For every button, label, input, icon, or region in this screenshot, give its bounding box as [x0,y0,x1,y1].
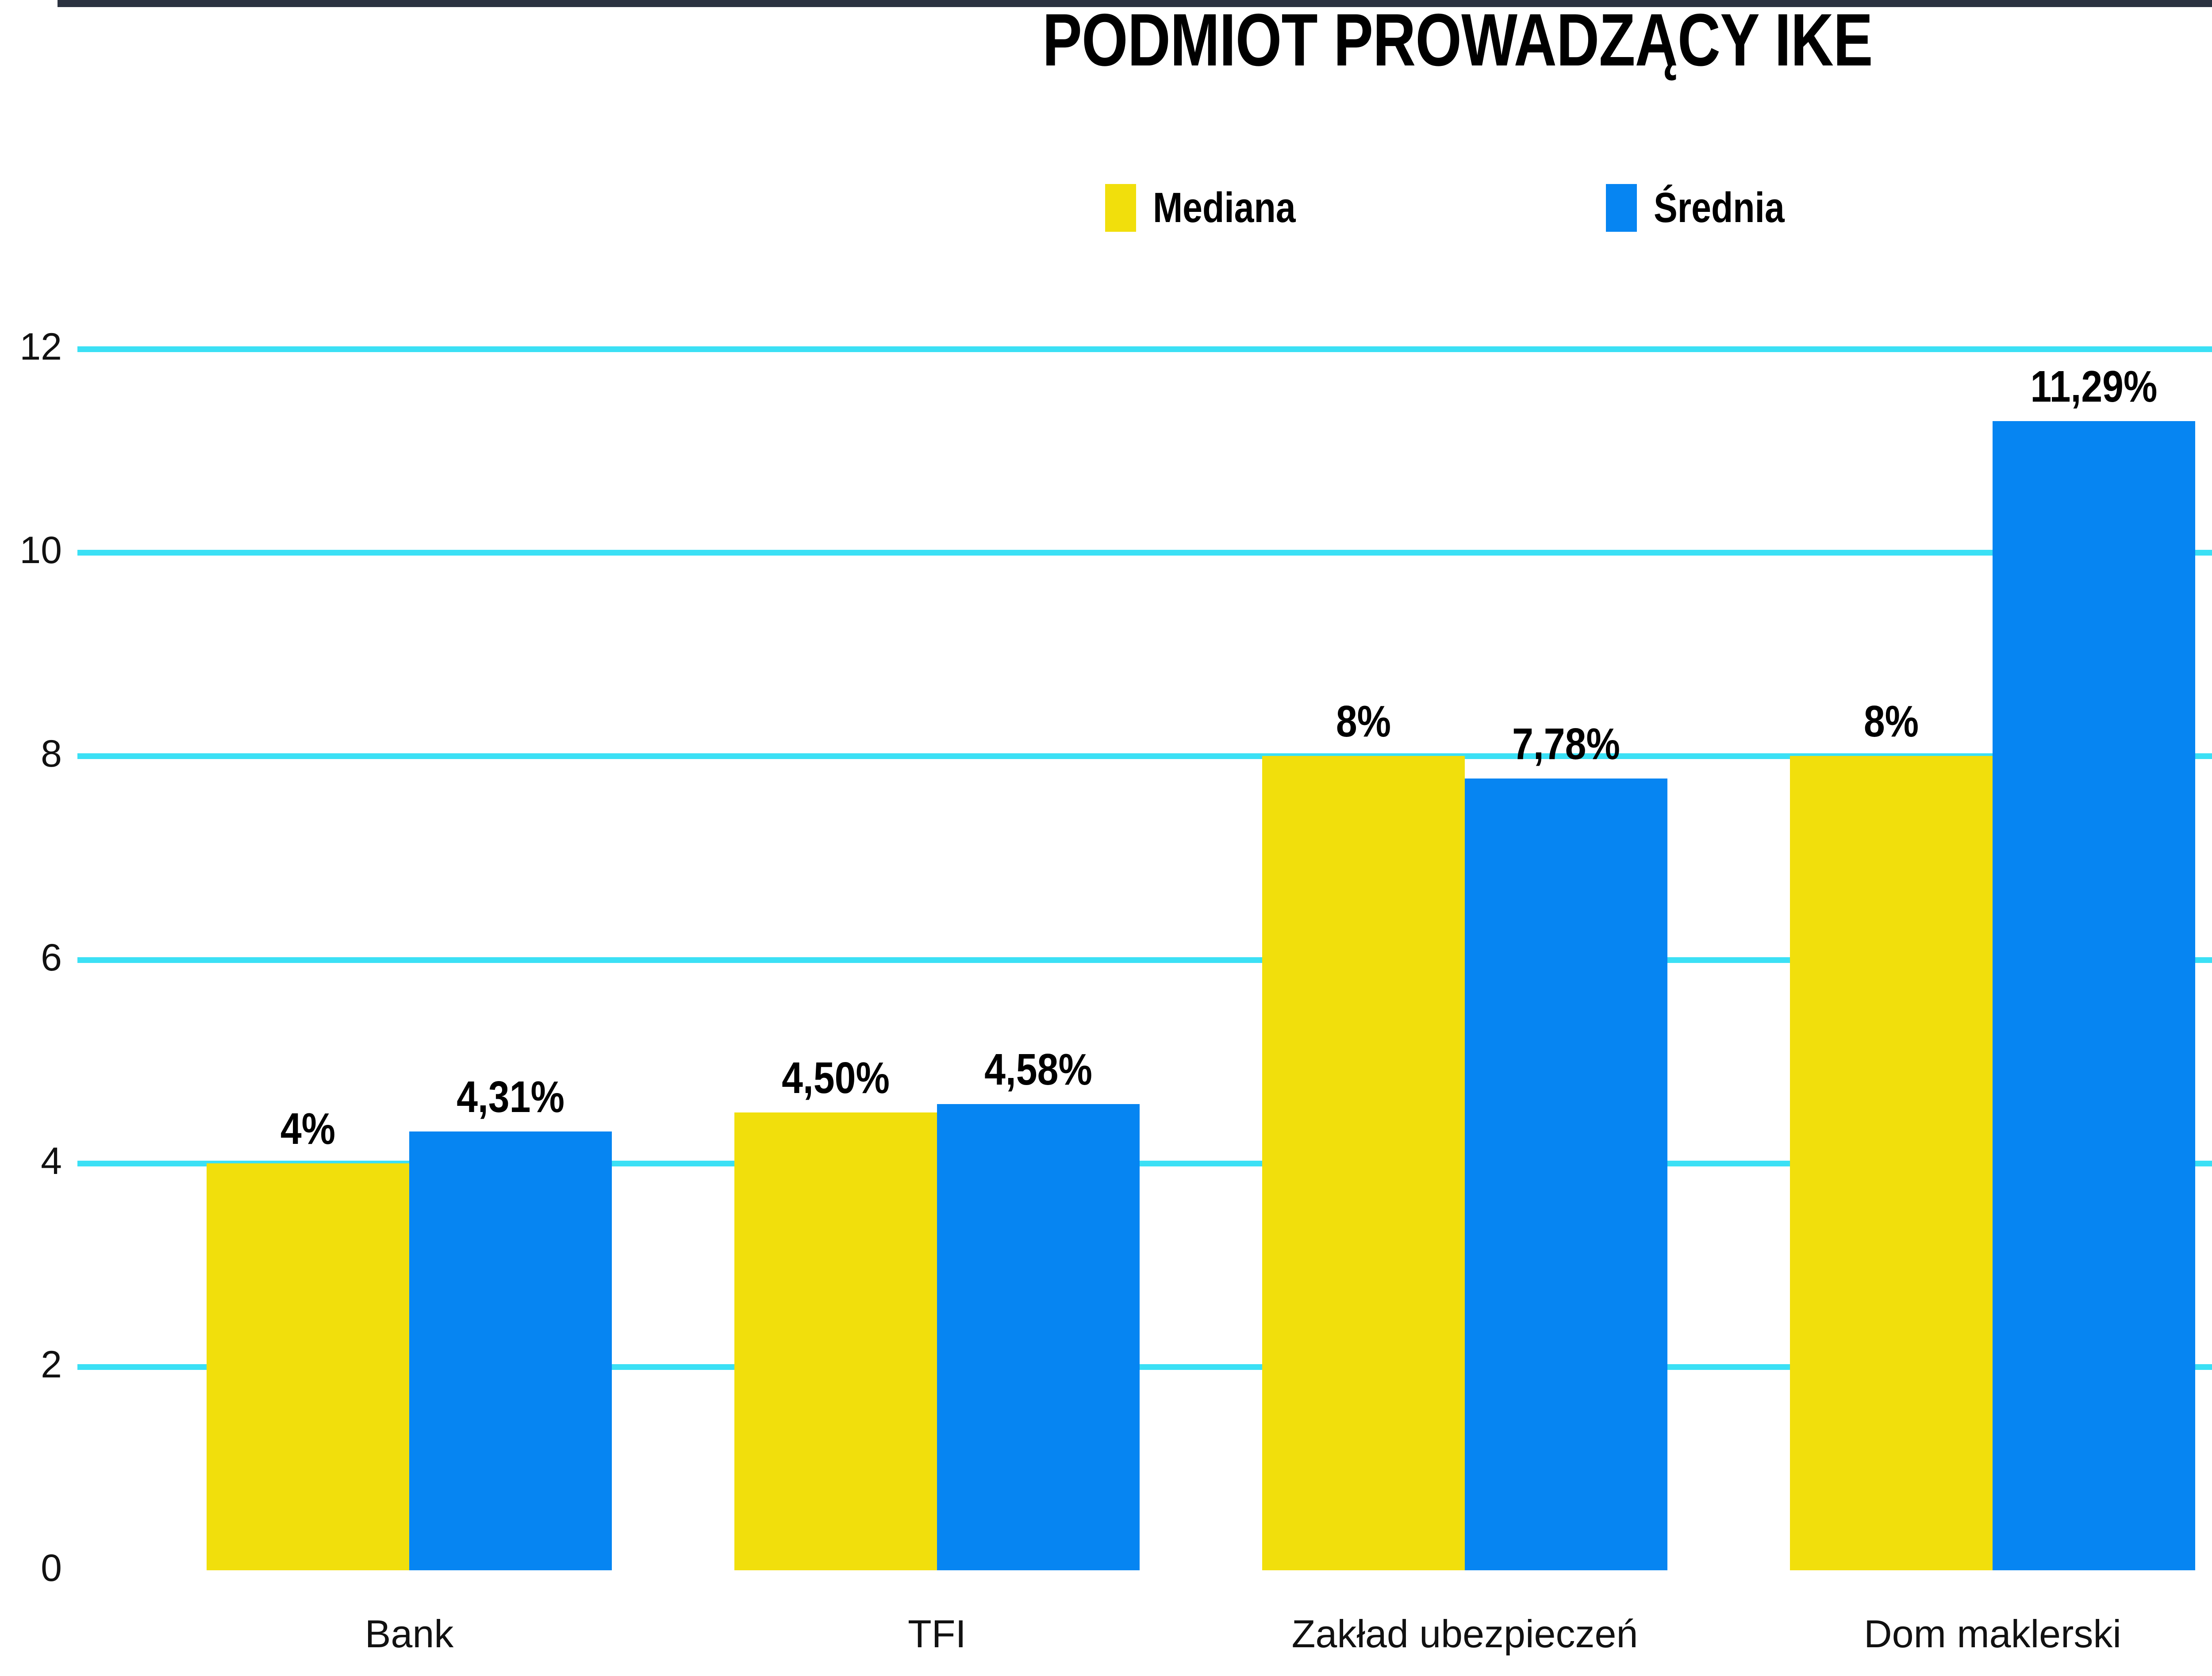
legend-item-mediana[interactable]: Mediana [1105,184,1323,232]
bar-value-label: 11,29% [2030,362,2158,412]
bar-srednia[interactable] [937,1104,1140,1570]
x-axis-category-label: Zakład ubezpieczeń [1291,1612,1638,1656]
gridline [77,753,2212,759]
y-axis-tick-label: 10 [19,529,62,572]
bar-value-label: 8% [1336,697,1391,747]
x-axis-category-label: Łącznie [2163,1615,2212,1653]
y-axis-tick-label: 6 [41,936,62,979]
gridline [77,550,2212,556]
legend-item-srednia[interactable]: Średnia [1606,184,1809,232]
bar-value-label: 4,50% [782,1053,890,1103]
x-axis-line [58,0,2212,7]
legend-swatch-srednia [1606,184,1637,232]
y-axis-tick-label: 0 [41,1547,62,1589]
bar-mediana[interactable] [1790,756,1993,1570]
x-axis-category-label: TFI [908,1612,966,1656]
x-axis-category-label: Bank [365,1612,454,1656]
bar-srednia[interactable] [409,1131,612,1570]
bar-value-label: 4,31% [457,1072,565,1122]
legend-label-mediana: Mediana [1153,184,1296,231]
y-axis-tick-label: 8 [41,733,62,775]
legend-label-srednia: Średnia [1654,184,1785,231]
gridline [77,957,2212,963]
page-title: PODMIOT PROWADZĄCY IKE [1042,0,1873,81]
bar-value-label: 8% [1863,697,1919,747]
chart-legend: Mediana Średnia [0,184,2212,232]
bar-value-label: 4% [280,1104,336,1154]
bar-value-label: 7,78% [1512,719,1620,769]
gridline [77,346,2212,352]
bar-mediana[interactable] [207,1163,409,1570]
y-axis-tick-label: 12 [19,326,62,368]
bar-srednia[interactable] [1993,421,2195,1570]
x-axis-category-label: Dom maklerski [1864,1612,2121,1656]
y-axis-tick-label: 2 [41,1343,62,1386]
bar-srednia[interactable] [1465,778,1667,1570]
bar-value-label: 4,58% [984,1045,1092,1095]
legend-swatch-mediana [1105,184,1137,232]
y-axis-tick-label: 4 [41,1139,62,1182]
bar-mediana[interactable] [1262,756,1465,1570]
bar-mediana[interactable] [734,1112,937,1570]
